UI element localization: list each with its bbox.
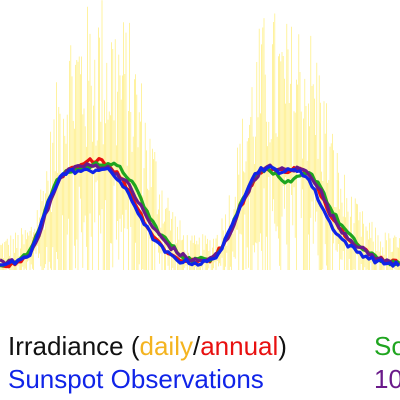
legend-irradiance-suffix: ) xyxy=(278,331,287,361)
legend-slash: / xyxy=(192,331,201,361)
legend-green-label: So xyxy=(374,331,400,361)
legend-row-sunspot: Sunspot Observations xyxy=(8,366,264,392)
legend-annual-label: annual xyxy=(200,331,279,361)
series-sunspot-line xyxy=(0,164,400,268)
series-purple-line xyxy=(0,162,400,267)
legend-daily-label: daily xyxy=(139,331,193,361)
legend-purple-label: 10 xyxy=(374,364,400,394)
legend-row-irradiance: Irradiance (daily/annual) xyxy=(8,333,287,359)
legend-sunspot-label: Sunspot Observations xyxy=(8,364,264,394)
legend-irradiance-prefix: Irradiance ( xyxy=(8,331,140,361)
plot-area xyxy=(0,0,400,270)
